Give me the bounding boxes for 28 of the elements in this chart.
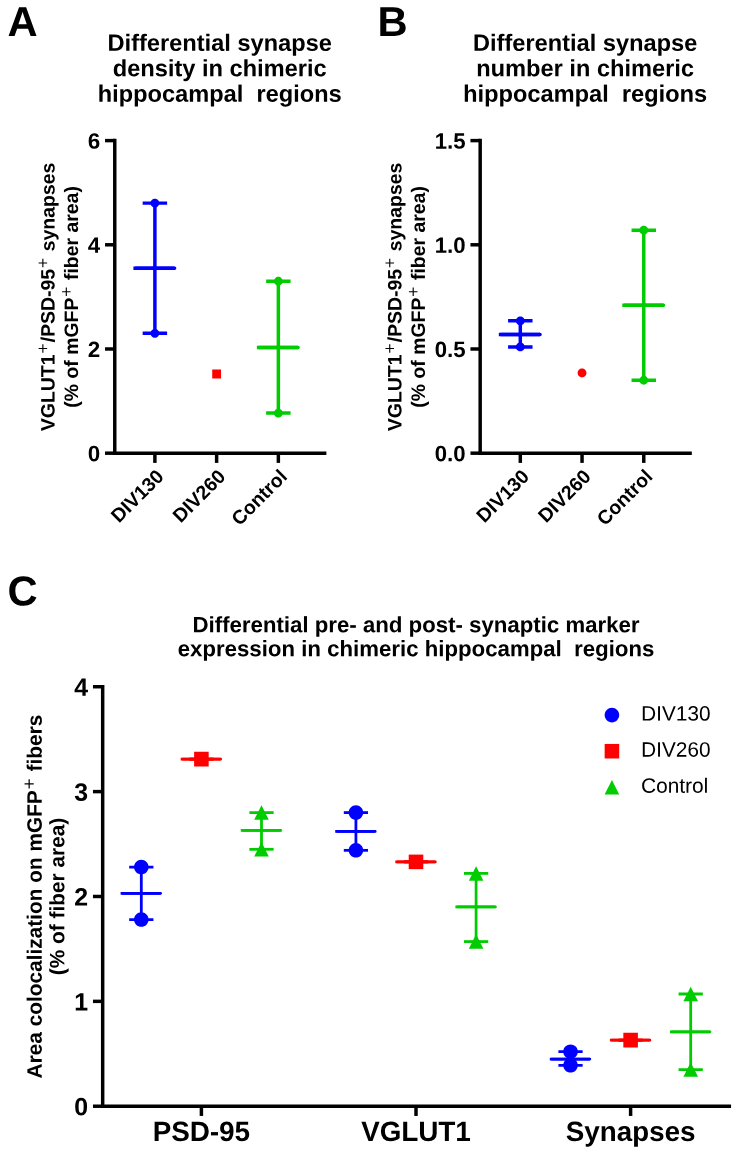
chart-title: Differential synapse number in chimeric hippocampal regions — [464, 33, 707, 107]
y-tick-label: 2 — [75, 888, 88, 906]
y-tick-label: 0 — [88, 445, 100, 462]
chart-title: Differential synapse density in chimeric hippocampal regions — [99, 33, 341, 107]
y-tick-label: 1 — [75, 993, 88, 1011]
x-tick-label: PSD-95 — [154, 1121, 250, 1142]
legend-label: Control — [642, 777, 707, 793]
chart-title: Differential pre- and post- synaptic marker expression in chimeric hippocampal regions — [178, 616, 654, 661]
y-tick-label: 4 — [88, 237, 101, 253]
x-tick-label: Synapses — [566, 1121, 695, 1147]
text: B — [380, 7, 406, 37]
y-tick-label: 4 — [74, 678, 88, 696]
y-tick-label: 1.5 — [436, 133, 465, 149]
y-tick-label: 6 — [88, 133, 100, 149]
y-tick-label: 2 — [88, 341, 100, 358]
y-tick-label: 1.0 — [436, 237, 465, 254]
y-tick-label: 3 — [74, 783, 88, 801]
text: VGLUT1$^{+}$/PSD-95$^{+}$ synapses (% of mGFP$^{+}$ fiber area) — [38, 163, 83, 432]
text: Area colocalization on mGFP$^{+}$ fibers (% of fiber area) — [24, 715, 69, 1078]
legend-label: DIV260 — [642, 742, 710, 757]
text: C — [9, 576, 37, 606]
y-tick-label: 0.0 — [435, 445, 465, 462]
text: VGLUT1$^{+}$/PSD-95$^{+}$ synapses (% of mGFP$^{+}$ fiber area) — [385, 163, 429, 432]
text: A — [8, 7, 37, 37]
x-tick-label: VGLUT1 — [361, 1121, 471, 1142]
y-tick-label: 0.5 — [435, 341, 465, 358]
legend-label: DIV130 — [642, 706, 710, 721]
y-tick-label: 0 — [75, 1097, 88, 1116]
